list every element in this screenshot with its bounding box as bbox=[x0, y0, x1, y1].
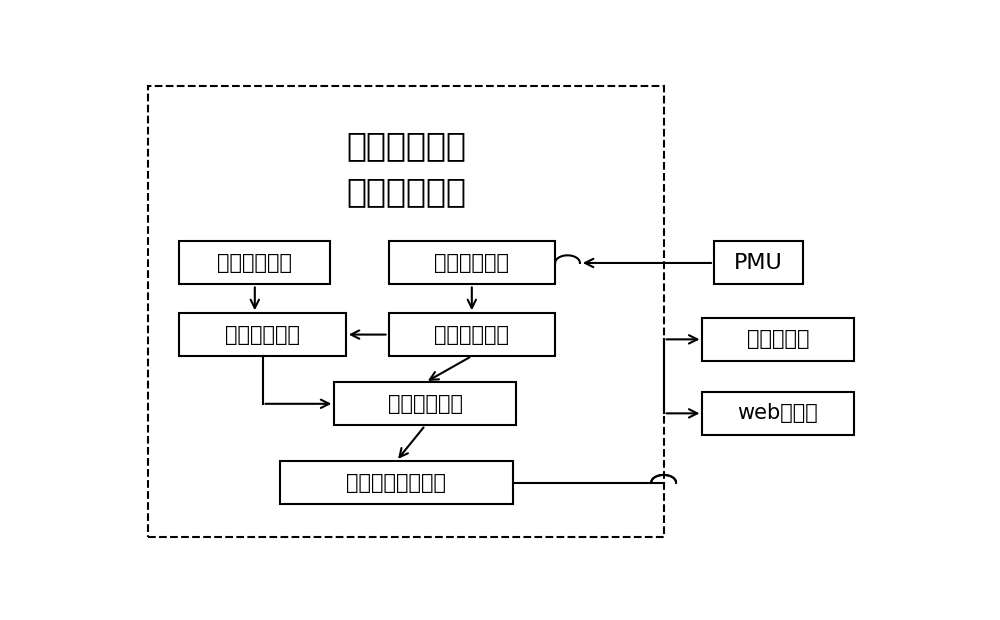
Text: PMU: PMU bbox=[734, 253, 783, 273]
Text: 信号接收模块: 信号接收模块 bbox=[434, 253, 509, 273]
Text: 数据处理模块: 数据处理模块 bbox=[388, 394, 463, 414]
Bar bbox=[179, 241, 330, 285]
Bar bbox=[388, 313, 555, 356]
Bar bbox=[148, 86, 664, 538]
Text: 手机客户端: 手机客户端 bbox=[747, 329, 809, 349]
Text: web客户端: web客户端 bbox=[738, 404, 818, 423]
Text: 多分支配电网
故障定位平台: 多分支配电网 故障定位平台 bbox=[346, 130, 466, 208]
Bar bbox=[714, 241, 803, 285]
Bar bbox=[702, 392, 854, 435]
Bar bbox=[334, 383, 516, 425]
Text: 信号定位模块: 信号定位模块 bbox=[434, 325, 509, 345]
Text: 定时删除模块: 定时删除模块 bbox=[217, 253, 292, 273]
Bar bbox=[388, 241, 555, 285]
Text: 数据存储模块: 数据存储模块 bbox=[225, 325, 300, 345]
Bar bbox=[702, 318, 854, 361]
Bar bbox=[179, 313, 346, 356]
Text: 故障信息传输模块: 故障信息传输模块 bbox=[346, 472, 446, 492]
Bar bbox=[280, 461, 512, 504]
